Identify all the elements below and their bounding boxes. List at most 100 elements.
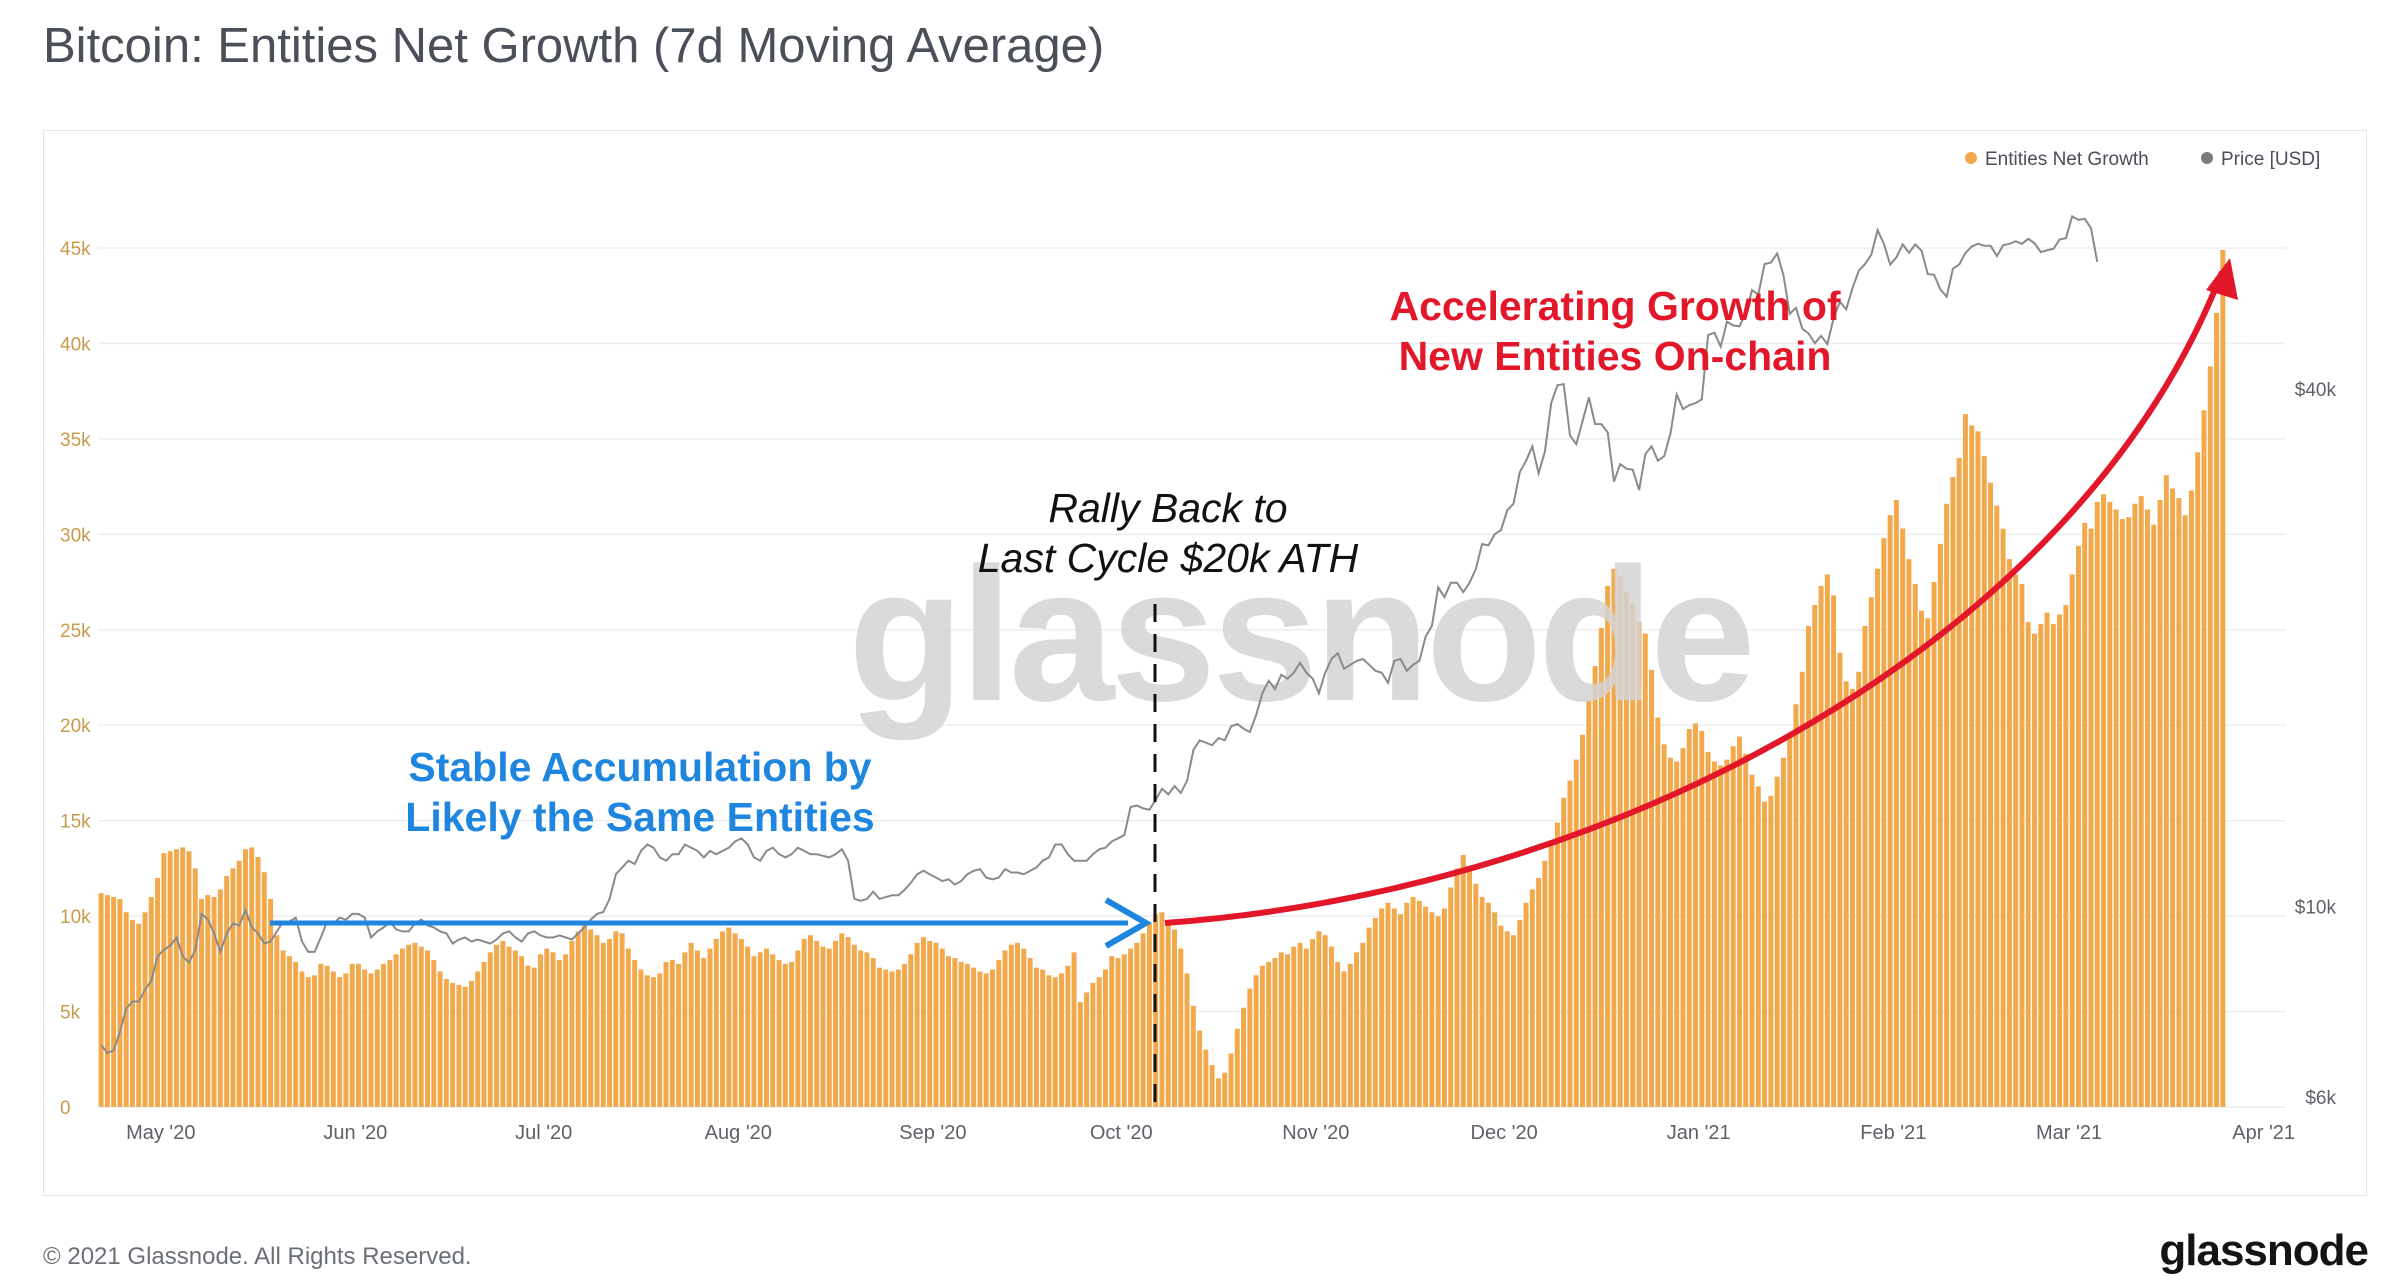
bar bbox=[305, 977, 311, 1107]
bar bbox=[1762, 801, 1768, 1107]
bar bbox=[1793, 704, 1799, 1107]
bar bbox=[1479, 897, 1485, 1107]
bar bbox=[632, 960, 638, 1107]
bar bbox=[1655, 717, 1661, 1107]
bar bbox=[1617, 576, 1623, 1107]
bar bbox=[946, 956, 952, 1107]
bar bbox=[1159, 912, 1165, 1107]
y-tick-label: 25k bbox=[60, 621, 91, 642]
bar bbox=[569, 940, 575, 1107]
bar bbox=[1134, 942, 1140, 1107]
bar bbox=[964, 963, 970, 1107]
bar bbox=[770, 954, 776, 1107]
bar bbox=[205, 895, 211, 1107]
bar bbox=[807, 935, 813, 1107]
bar bbox=[1454, 868, 1460, 1107]
bar bbox=[1322, 935, 1328, 1107]
bar bbox=[1988, 482, 1994, 1107]
bar bbox=[362, 969, 368, 1107]
legend-entities[interactable]: Entities Net Growth bbox=[1985, 149, 2149, 170]
bar bbox=[186, 851, 192, 1107]
bar bbox=[1912, 583, 1918, 1107]
legend[interactable]: Entities Net Growth Price [USD] bbox=[1965, 149, 2320, 170]
bar bbox=[782, 963, 788, 1107]
bar bbox=[261, 872, 267, 1107]
bar bbox=[1278, 952, 1284, 1107]
bar bbox=[1561, 797, 1567, 1107]
bar bbox=[833, 940, 839, 1107]
y-tick-label: 20k bbox=[60, 716, 91, 737]
bar bbox=[839, 933, 845, 1107]
bar bbox=[958, 961, 964, 1107]
price-line bbox=[100, 214, 2099, 1055]
bar bbox=[902, 963, 908, 1107]
y-tick-label: 10k bbox=[60, 907, 91, 928]
bar bbox=[1630, 603, 1636, 1107]
bar bbox=[111, 897, 117, 1107]
bar bbox=[1919, 610, 1924, 1107]
bar bbox=[180, 847, 186, 1107]
x-tick-label: Sep '20 bbox=[899, 1122, 966, 1144]
bar bbox=[481, 961, 487, 1107]
bar bbox=[1906, 559, 1912, 1107]
bar bbox=[2207, 366, 2213, 1108]
bar bbox=[1241, 1007, 1247, 1107]
x-tick-label: Apr '21 bbox=[2232, 1122, 2295, 1144]
bar bbox=[104, 895, 110, 1107]
bar bbox=[1711, 761, 1717, 1107]
bar bbox=[1096, 977, 1102, 1107]
bar bbox=[2107, 501, 2113, 1108]
bar bbox=[2188, 490, 2194, 1107]
bar bbox=[1303, 948, 1309, 1107]
y-tick-label: 45k bbox=[60, 239, 91, 260]
bar bbox=[1184, 973, 1190, 1107]
bar bbox=[669, 960, 675, 1107]
bar bbox=[1554, 822, 1560, 1107]
y2-tick-label: $10k bbox=[2295, 897, 2337, 918]
bar bbox=[2050, 624, 2056, 1107]
y2-tick-label: $40k bbox=[2295, 380, 2337, 401]
accelerating-arrow-head bbox=[2206, 258, 2238, 300]
bar bbox=[1649, 669, 1655, 1107]
bar bbox=[1197, 1030, 1203, 1107]
bar bbox=[883, 969, 889, 1107]
bar bbox=[933, 942, 939, 1107]
bar bbox=[1567, 780, 1573, 1107]
bar bbox=[1862, 625, 1868, 1107]
bar bbox=[1228, 1053, 1234, 1107]
bar bbox=[1498, 925, 1504, 1107]
bar bbox=[293, 961, 299, 1107]
bar bbox=[2220, 249, 2226, 1108]
bar bbox=[512, 950, 518, 1107]
bar bbox=[1887, 515, 1893, 1107]
bar bbox=[971, 967, 977, 1107]
y-tick-label: 15k bbox=[60, 812, 91, 833]
bar bbox=[167, 851, 173, 1107]
bar bbox=[475, 971, 481, 1107]
bar bbox=[1768, 795, 1774, 1107]
watermark: glassnode bbox=[848, 529, 1752, 741]
bar bbox=[651, 977, 656, 1107]
bar bbox=[858, 950, 864, 1107]
bar bbox=[1504, 931, 1510, 1107]
bar bbox=[1404, 902, 1410, 1107]
legend-price[interactable]: Price [USD] bbox=[2221, 149, 2320, 170]
bar bbox=[2214, 312, 2220, 1107]
bar bbox=[1190, 1005, 1196, 1107]
bar bbox=[337, 977, 343, 1107]
bar bbox=[312, 975, 318, 1107]
bar bbox=[268, 898, 274, 1107]
bar bbox=[1441, 908, 1447, 1107]
bar bbox=[406, 944, 412, 1107]
bar bbox=[1347, 963, 1353, 1107]
bar bbox=[538, 954, 543, 1107]
bar bbox=[1868, 597, 1874, 1107]
bar bbox=[330, 971, 336, 1107]
bar bbox=[355, 963, 361, 1107]
bar bbox=[1849, 688, 1855, 1107]
bar bbox=[544, 948, 550, 1107]
x-tick-label: Aug '20 bbox=[705, 1122, 772, 1144]
bar bbox=[581, 925, 587, 1107]
bar bbox=[1636, 622, 1642, 1107]
legend-dot-price bbox=[2201, 152, 2213, 164]
